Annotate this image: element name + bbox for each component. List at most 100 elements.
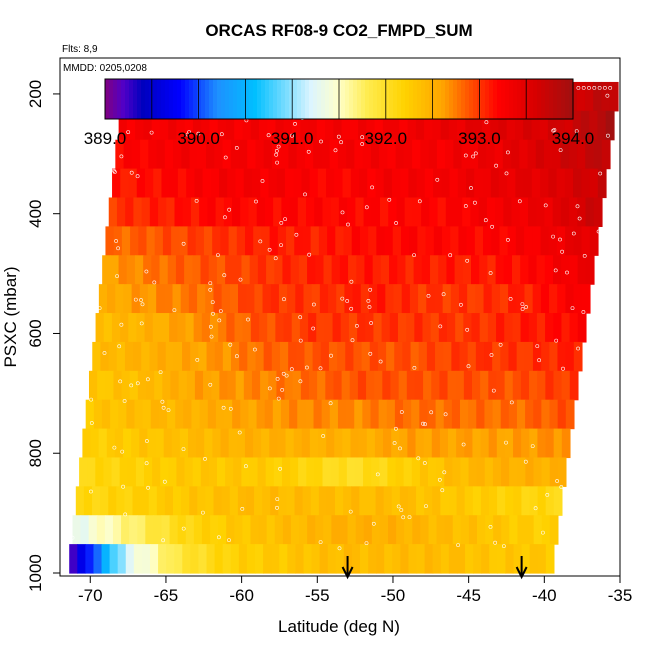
heatmap-cell: [152, 313, 162, 343]
heatmap-cell: [370, 399, 380, 430]
sample-point: [237, 430, 242, 435]
heatmap-cell: [505, 486, 514, 516]
heatmap-cell: [177, 313, 187, 343]
heatmap-cell: [473, 110, 483, 141]
heatmap-cell: [181, 486, 190, 516]
heatmap-cell: [481, 110, 491, 141]
heatmap-cell: [573, 284, 583, 314]
colorbar-segment: [349, 79, 354, 119]
colorbar-segment: [165, 79, 170, 119]
colorbar-segment: [293, 79, 298, 119]
heatmap-cell: [490, 110, 500, 141]
heatmap-cell: [339, 515, 349, 545]
heatmap-cell: [144, 313, 154, 343]
heatmap-cell: [437, 197, 447, 227]
heatmap-cell: [478, 197, 488, 227]
heatmap-cell: [116, 197, 126, 227]
heatmap-cell: [553, 313, 563, 343]
sample-point: [545, 492, 550, 497]
heatmap-cell: [236, 428, 246, 459]
colorbar-segment: [149, 79, 154, 119]
heatmap-cell: [475, 341, 485, 372]
heatmap-cell: [139, 284, 149, 314]
heatmap-cell: [436, 139, 446, 170]
heatmap-cell: [201, 110, 211, 141]
heatmap-cell: [167, 399, 176, 430]
heatmap-cell: [222, 544, 232, 574]
heatmap-cell: [237, 486, 247, 516]
sample-point: [135, 174, 140, 179]
x-tick-label: -60: [229, 586, 254, 605]
heatmap-cell: [463, 370, 473, 401]
heatmap-cell: [208, 457, 218, 487]
heatmap-cell: [212, 226, 221, 256]
heatmap-cell: [215, 197, 225, 227]
heatmap-cell: [138, 226, 148, 256]
sample-point: [523, 459, 528, 464]
heatmap-cell: [401, 284, 411, 314]
sample-point: [426, 293, 431, 298]
heatmap-cell: [414, 370, 424, 401]
heatmap-cell: [293, 168, 302, 199]
heatmap-cell: [255, 139, 265, 170]
heatmap-cell: [164, 486, 174, 516]
heatmap-cell: [569, 255, 579, 285]
heatmap-cell: [286, 226, 295, 256]
heatmap-cell: [428, 139, 438, 170]
heatmap-cell: [458, 226, 468, 256]
sample-point: [228, 406, 233, 411]
heatmap-cell: [580, 110, 590, 141]
heatmap-cell: [277, 226, 287, 256]
heatmap-cell: [103, 313, 113, 343]
heatmap-cell: [439, 428, 449, 459]
heatmap-cell: [250, 110, 260, 141]
heatmap-cell: [496, 428, 506, 459]
sample-point: [368, 351, 373, 356]
heatmap-cell: [181, 139, 191, 170]
heatmap-cell: [462, 255, 472, 285]
colorbar-segment: [385, 79, 390, 119]
sample-point: [340, 210, 345, 215]
heatmap-cell: [268, 168, 278, 199]
heatmap-cell: [443, 341, 452, 372]
heatmap-cell: [347, 197, 356, 227]
heatmap-cell: [577, 139, 586, 170]
heatmap-cell: [166, 544, 175, 574]
sample-point: [606, 133, 610, 138]
heatmap-cell: [394, 399, 404, 430]
heatmap-cell: [387, 139, 397, 170]
heatmap-cell: [589, 168, 599, 199]
heatmap-cell: [528, 255, 538, 285]
heatmap-cell: [369, 341, 379, 372]
y-axis-label: PSXC (mbar): [1, 266, 20, 367]
heatmap-cell: [537, 370, 546, 401]
x-tick-label: -35: [608, 586, 633, 605]
heatmap-cell: [139, 428, 148, 459]
heatmap-cell: [82, 428, 92, 459]
heatmap-cell: [193, 313, 203, 343]
heatmap-cell: [267, 313, 276, 343]
heatmap-cell: [335, 544, 345, 574]
colorbar-segment: [237, 79, 242, 119]
heatmap-cell: [257, 457, 267, 487]
heatmap-cell: [210, 515, 219, 545]
heatmap-cell: [102, 255, 111, 285]
heatmap-cell: [430, 255, 439, 285]
colorbar-segment: [445, 79, 450, 119]
heatmap-cell: [197, 486, 207, 516]
heatmap-cell: [85, 399, 95, 430]
heatmap-cell: [548, 226, 558, 256]
heatmap-cell: [182, 544, 191, 574]
heatmap-cell: [100, 341, 110, 372]
heatmap-cell: [529, 370, 538, 401]
sample-point: [146, 485, 151, 490]
sample-point: [129, 383, 134, 388]
heatmap-cell: [438, 313, 448, 343]
heatmap-cell: [175, 255, 185, 285]
heatmap-cell: [317, 370, 326, 401]
sample-point: [505, 237, 510, 242]
colorbar-segment: [465, 79, 470, 119]
heatmap-cell: [488, 428, 498, 459]
sample-point: [208, 287, 213, 292]
